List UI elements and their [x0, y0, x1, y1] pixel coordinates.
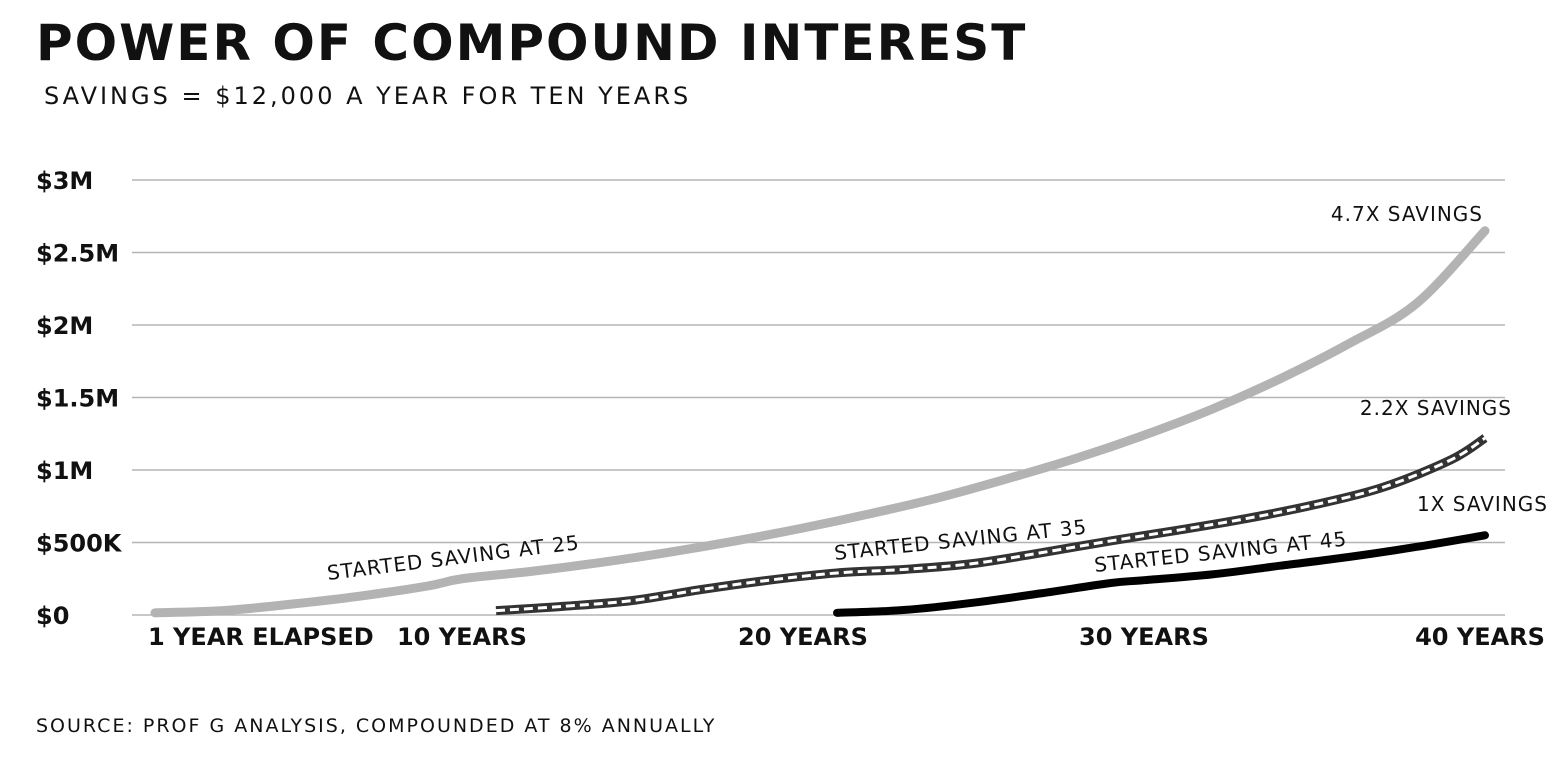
y-tick-label: $1.5M	[36, 385, 119, 413]
series-age-25-end-label: 4.7X SAVINGS	[1331, 202, 1483, 226]
y-tick-label: $500K	[36, 530, 123, 558]
x-tick-label: 30 YEARS	[1079, 623, 1209, 651]
y-tick-label: $2.5M	[36, 240, 119, 268]
x-tick-label: 20 YEARS	[738, 623, 868, 651]
series-age-25-line	[150, 226, 1490, 618]
y-tick-label: $2M	[36, 312, 93, 340]
series-age-35-label: STARTED SAVING AT 35	[833, 515, 1088, 565]
x-tick-label: 1 YEAR ELAPSED	[148, 623, 374, 651]
series-age-35-end-label: 2.2X SAVINGS	[1360, 396, 1512, 420]
y-tick-label: $0	[36, 602, 69, 630]
chart-title: POWER OF COMPOUND INTEREST	[36, 14, 1028, 72]
y-tick-label: $3M	[36, 167, 93, 195]
x-tick-label: 10 YEARS	[397, 623, 527, 651]
series-age-45-end-label: 1X SAVINGS	[1417, 492, 1548, 516]
y-tick-label: $1M	[36, 457, 93, 485]
x-tick-label: 40 YEARS	[1415, 623, 1545, 651]
series-age-35-line-dash	[495, 436, 1486, 613]
series-age-45-line	[833, 531, 1489, 617]
chart-subtitle: SAVINGS = $12,000 A YEAR FOR TEN YEARS	[44, 82, 692, 110]
chart-source-note: SOURCE: PROF G ANALYSIS, COMPOUNDED AT 8…	[36, 715, 717, 737]
